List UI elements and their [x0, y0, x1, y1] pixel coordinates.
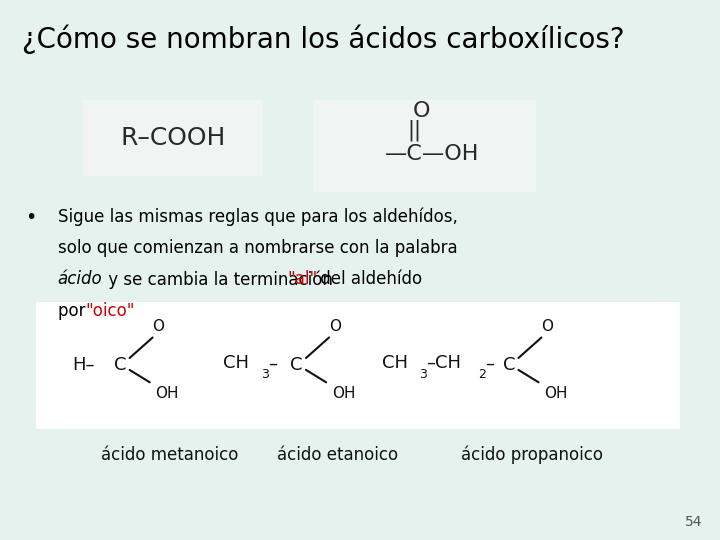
Text: "oico": "oico"	[85, 301, 135, 320]
Text: –: –	[485, 354, 495, 373]
FancyBboxPatch shape	[313, 100, 536, 192]
Text: H–: H–	[72, 355, 94, 374]
Text: solo que comienzan a nombrarse con la palabra: solo que comienzan a nombrarse con la pa…	[58, 239, 457, 257]
Text: ácido etanoico: ácido etanoico	[277, 446, 398, 463]
Text: 54: 54	[685, 515, 702, 529]
Text: C: C	[114, 355, 127, 374]
Text: y se cambia la terminación: y se cambia la terminación	[103, 271, 338, 289]
Text: CH: CH	[382, 354, 408, 373]
Text: •: •	[25, 208, 37, 227]
Text: 2: 2	[478, 368, 486, 381]
Text: por: por	[58, 301, 90, 320]
Text: CH: CH	[223, 354, 249, 373]
Text: del aldehído: del aldehído	[315, 271, 422, 288]
Text: Sigue las mismas reglas que para los aldehídos,: Sigue las mismas reglas que para los ald…	[58, 208, 457, 226]
Text: 3: 3	[261, 368, 269, 381]
Text: O: O	[329, 319, 341, 334]
FancyBboxPatch shape	[83, 100, 263, 176]
Text: OH: OH	[156, 386, 179, 401]
Text: 3: 3	[419, 368, 427, 381]
Text: C: C	[503, 355, 516, 374]
FancyBboxPatch shape	[36, 302, 680, 429]
Text: O: O	[541, 319, 553, 334]
Text: C: C	[290, 355, 303, 374]
Text: ácido metanoico: ácido metanoico	[101, 446, 238, 463]
Text: ¿Cómo se nombran los ácidos carboxílicos?: ¿Cómo se nombran los ácidos carboxílicos…	[22, 24, 624, 54]
Text: O: O	[153, 319, 164, 334]
Text: ||: ||	[408, 120, 422, 141]
Text: –CH: –CH	[426, 354, 462, 373]
Text: R–COOH: R–COOH	[120, 126, 225, 150]
Text: "al": "al"	[287, 271, 318, 288]
Text: OH: OH	[332, 386, 355, 401]
Text: O: O	[413, 100, 430, 121]
Text: ácido propanoico: ácido propanoico	[461, 446, 603, 464]
Text: —C—OH: —C—OH	[385, 144, 480, 164]
Text: ácido: ácido	[58, 271, 102, 288]
Text: –: –	[268, 354, 276, 373]
Text: OH: OH	[544, 386, 567, 401]
